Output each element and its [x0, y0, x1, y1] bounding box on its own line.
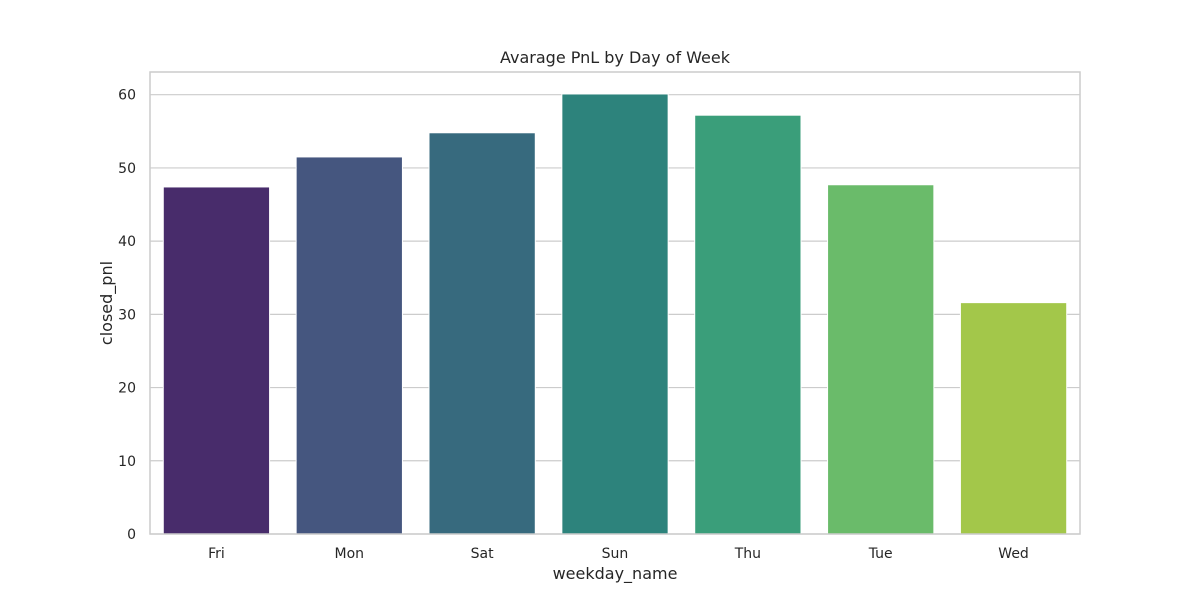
- x-tick-label: Sat: [471, 546, 494, 562]
- x-tick-label: Fri: [208, 546, 225, 562]
- x-tick-label: Sun: [602, 546, 629, 562]
- bar-wed: [959, 302, 1068, 535]
- y-tick-label: 60: [118, 88, 136, 104]
- plot-frame: [149, 71, 1081, 535]
- x-tick-label: Wed: [998, 546, 1029, 562]
- x-axis-label: weekday_name: [553, 564, 678, 584]
- bar-mon: [295, 156, 403, 535]
- y-axis-label: closed_pnl: [97, 261, 117, 345]
- bar-sat: [428, 132, 536, 535]
- chart-title: Avarage PnL by Day of Week: [500, 48, 731, 67]
- y-tick-label: 30: [118, 307, 136, 323]
- bar-tue: [827, 184, 935, 535]
- bar-thu: [694, 114, 802, 535]
- y-tick-label: 20: [118, 381, 136, 397]
- x-tick-label: Thu: [734, 546, 761, 562]
- y-tick-label: 0: [127, 527, 136, 543]
- y-tick-label: 50: [118, 161, 136, 177]
- bar-sun: [561, 93, 669, 535]
- y-tick-label: 40: [118, 234, 136, 250]
- y-tick-labels: 0 10 20 30 40 50 60: [118, 88, 136, 543]
- x-tick-labels: Fri Mon Sat Sun Thu Tue Wed: [208, 546, 1029, 562]
- y-tick-label: 10: [118, 454, 136, 470]
- bar-fri: [162, 186, 271, 535]
- x-tick-label: Mon: [335, 546, 365, 562]
- x-tick-label: Tue: [868, 546, 893, 562]
